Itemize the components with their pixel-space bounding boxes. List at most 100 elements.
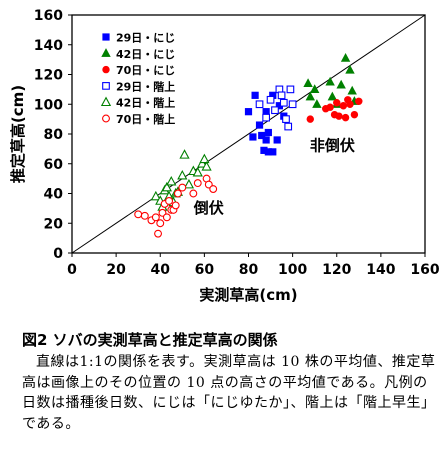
data-point-series-5 <box>192 167 203 177</box>
data-point-series-4 <box>262 113 271 122</box>
legend-label-5: 42日・階上 <box>116 96 175 110</box>
data-point-series-6 <box>165 196 174 205</box>
x-tick-label: 120 <box>322 262 351 278</box>
data-point-series-1 <box>262 136 270 144</box>
figure-caption: 図2 ソバの実測草高と推定草高の関係 直線は1:1の関係を表す。実測草高は 10… <box>22 330 440 434</box>
data-point-series-2 <box>309 84 320 93</box>
data-point-series-3 <box>341 113 350 122</box>
data-point-series-5 <box>177 169 188 180</box>
x-tick-label: 0 <box>67 262 77 278</box>
legend-marker-5 <box>100 96 112 107</box>
x-tick-label: 40 <box>151 262 171 278</box>
reference-line-1to1 <box>71 14 426 254</box>
legend-label-4: 29日・階上 <box>116 79 175 93</box>
legend-marker-3 <box>102 65 110 74</box>
y-tick-label: 100 <box>34 97 63 113</box>
data-point-series-1 <box>249 133 257 141</box>
data-point-series-3 <box>335 112 343 120</box>
data-point-series-6 <box>151 213 160 222</box>
data-point-series-6 <box>173 189 182 198</box>
data-point-series-3 <box>339 102 348 110</box>
scatter-chart: 0 20 40 60 80 100 120 140 160 0 20 40 60 80 100 120 140 1… <box>9 8 440 304</box>
x-tick-label: 20 <box>106 262 126 278</box>
data-point-series-5 <box>201 161 212 171</box>
data-point-series-2 <box>345 64 355 74</box>
x-tick-label: 160 <box>410 262 439 278</box>
data-point-series-2 <box>305 91 315 101</box>
data-point-series-6 <box>178 183 187 192</box>
data-point-series-2 <box>336 79 346 89</box>
y-axis-label: 推定草高(cm) <box>9 85 27 183</box>
y-tick-label: 60 <box>44 157 64 173</box>
data-point-series-5 <box>166 175 177 186</box>
data-point-series-4 <box>284 122 293 131</box>
data-point-series-6 <box>193 179 202 188</box>
legend-marker-2 <box>101 48 111 57</box>
data-point-series-4 <box>277 91 286 100</box>
data-point-series-5 <box>199 153 210 164</box>
data-point-series-5 <box>161 181 172 192</box>
data-point-series-6 <box>162 213 171 222</box>
data-point-series-1 <box>269 148 277 156</box>
y-tick-label: 40 <box>44 187 64 203</box>
data-point-series-6 <box>189 189 198 198</box>
x-tick-label: 100 <box>278 262 307 278</box>
data-point-series-6 <box>154 229 162 238</box>
data-point-series-6 <box>171 201 180 210</box>
data-point-series-3 <box>350 110 359 119</box>
y-tick-label: 120 <box>34 68 63 84</box>
data-point-series-5 <box>183 178 195 189</box>
data-point-series-2 <box>325 76 335 86</box>
x-tick-label: 80 <box>239 262 259 278</box>
caption-title: 図2 ソバの実測草高と推定草高の関係 <box>22 331 278 349</box>
data-point-series-2 <box>312 99 322 108</box>
y-tick-label: 20 <box>44 216 64 232</box>
legend-marker-4 <box>102 82 110 90</box>
data-point-series-1 <box>264 128 272 137</box>
data-point-series-4 <box>271 106 279 115</box>
legend-marker-1 <box>102 33 110 41</box>
legend-label-2: 42日・にじ <box>116 48 175 61</box>
annotation-label-2: 倒伏 <box>193 199 224 217</box>
x-axis-label: 実測草高(cm) <box>199 286 297 304</box>
data-point-series-6 <box>209 185 218 193</box>
x-tick-label: 140 <box>366 262 395 278</box>
data-point-series-4 <box>288 100 297 109</box>
data-point-series-1 <box>244 108 253 116</box>
legend-label-3: 70日・にじ <box>116 64 175 77</box>
y-tick-label: 160 <box>34 8 63 24</box>
y-tick-label: 80 <box>44 127 64 143</box>
chart-marks: 0 20 40 60 80 100 120 140 160 0 20 40 60 80 100 120 140 1… <box>9 8 440 304</box>
data-point-series-5 <box>179 149 190 159</box>
data-point-series-1 <box>251 91 259 99</box>
data-point-series-2 <box>327 91 338 101</box>
data-point-series-1 <box>273 136 281 144</box>
data-point-series-5 <box>150 190 161 201</box>
data-point-series-3 <box>346 100 354 108</box>
data-point-series-4 <box>266 95 275 104</box>
data-point-series-6 <box>140 211 149 220</box>
legend-label-1: 29日・にじ <box>116 32 175 45</box>
data-point-series-2 <box>340 53 351 62</box>
caption-body: 直線は1:1の関係を表す。実測草高は 10 株の平均値、推定草高は画像上のその位… <box>22 354 436 432</box>
data-point-series-4 <box>282 115 290 123</box>
data-point-series-1 <box>255 121 264 129</box>
data-point-series-6 <box>156 219 165 228</box>
legend-label-6: 70日・階上 <box>116 112 175 126</box>
data-point-series-3 <box>355 97 363 105</box>
data-point-series-2 <box>347 85 357 95</box>
data-point-series-3 <box>333 99 341 107</box>
y-tick-label: 0 <box>53 246 63 262</box>
data-point-series-4 <box>279 98 288 107</box>
data-point-series-2 <box>303 78 313 88</box>
data-point-series-6 <box>134 210 143 219</box>
data-point-series-5 <box>197 158 208 168</box>
x-tick-label: 60 <box>195 262 215 278</box>
data-point-series-3 <box>326 103 334 111</box>
data-point-series-4 <box>286 85 295 94</box>
data-point-series-3 <box>306 115 314 123</box>
data-point-series-4 <box>255 100 264 109</box>
annotation-label-1: 非倒伏 <box>310 136 355 154</box>
legend-marker-6 <box>102 114 110 123</box>
y-tick-label: 140 <box>34 38 63 54</box>
